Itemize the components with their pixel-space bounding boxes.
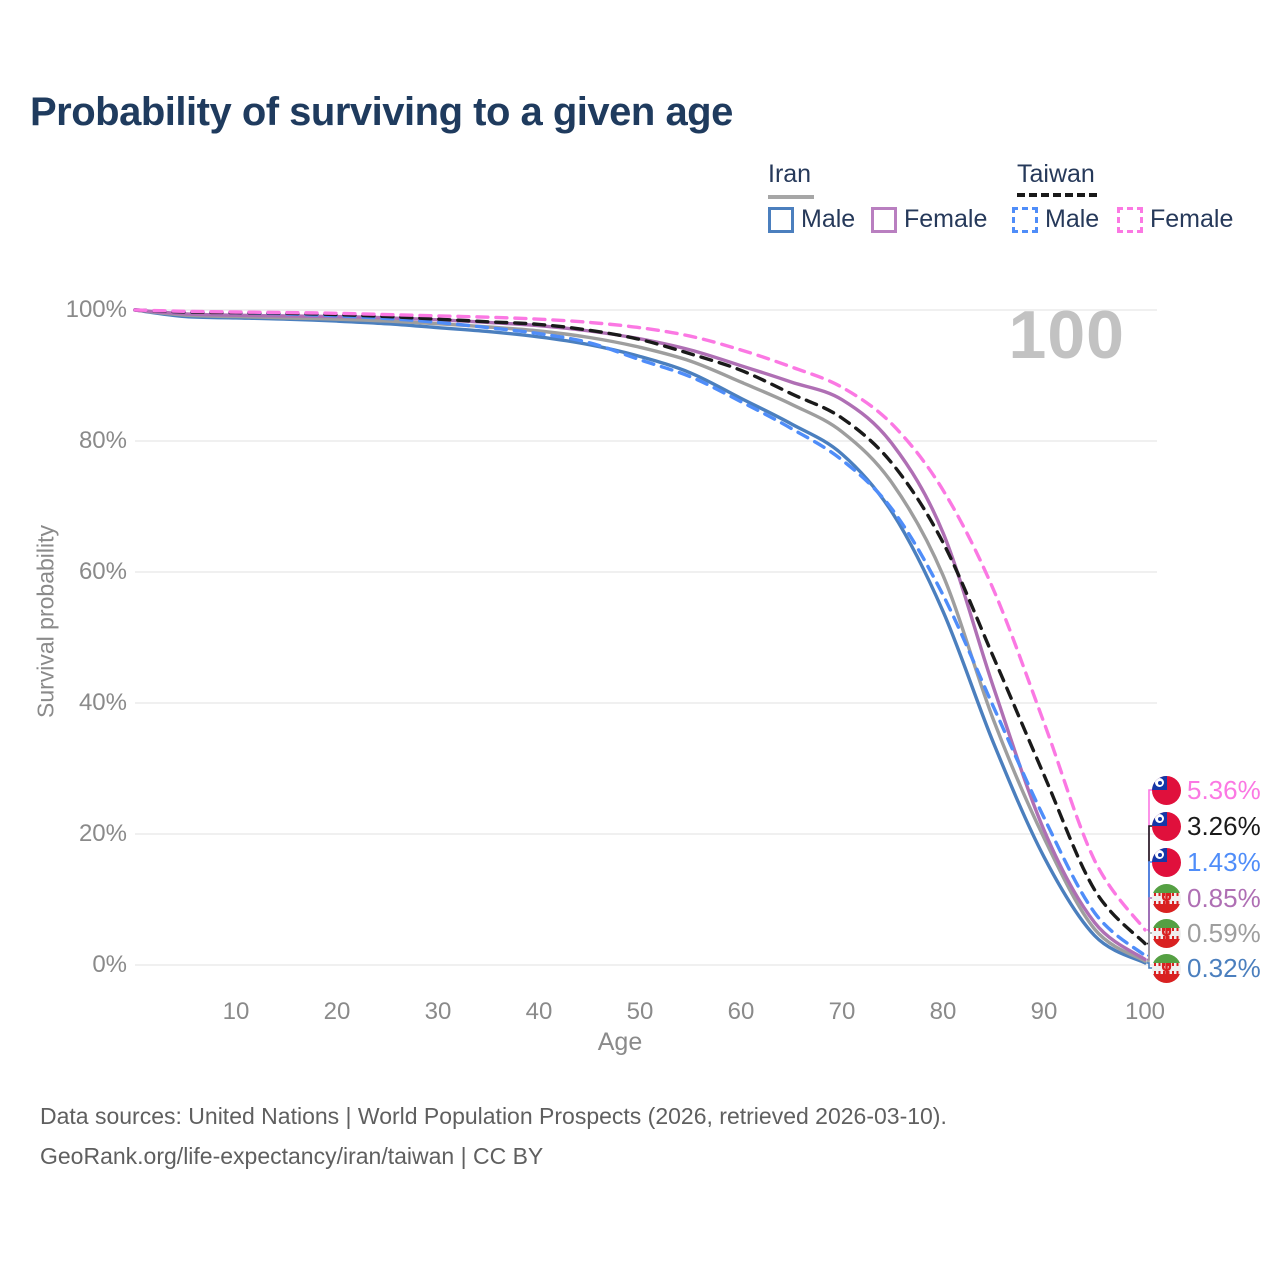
legend-group-iran: Iran: [768, 160, 814, 199]
footer: Data sources: United Nations | World Pop…: [40, 1096, 947, 1176]
legend-country-taiwan: Taiwan: [1017, 160, 1095, 188]
legend-item-taiwan-male[interactable]: Male: [1012, 205, 1099, 234]
x-tick-label: 100: [1124, 998, 1166, 1025]
y-tick-label: 20%: [78, 820, 127, 847]
iran-female-checkbox[interactable]: [871, 206, 897, 233]
end-value-iran-all: 0.59%: [1187, 918, 1261, 948]
iran-flag-icon: [1152, 953, 1181, 983]
y-tick-label: 100%: [65, 296, 127, 323]
end-label-iran-all: 0.59%: [1152, 918, 1261, 948]
legend-country-iran: Iran: [768, 160, 812, 188]
curve-taiwan-male: [133, 308, 1147, 958]
x-tick-label: 60: [727, 998, 755, 1025]
legend-iran-all-line-swatch: [768, 195, 814, 199]
iran-flag-icon: [1152, 883, 1181, 913]
x-tick-label: 90: [1030, 998, 1058, 1025]
taiwan-female-checkbox[interactable]: [1117, 206, 1143, 233]
taiwan-flag-icon: [1152, 775, 1181, 805]
end-value-taiwan-male: 1.43%: [1187, 847, 1261, 877]
end-value-iran-female: 0.85%: [1187, 883, 1261, 913]
end-label-iran-male: 0.32%: [1152, 953, 1261, 983]
legend-taiwan-all-line-swatch: [1017, 193, 1097, 197]
x-tick-label: 30: [424, 998, 452, 1025]
x-tick-label: 80: [929, 998, 957, 1025]
page-title: Probability of surviving to a given age: [30, 90, 733, 134]
footer-attribution: GeoRank.org/life-expectancy/iran/taiwan …: [40, 1143, 544, 1169]
legend-label-taiwan-female: Female: [1150, 205, 1234, 233]
leader-line: [1147, 932, 1153, 962]
x-axis-title: Age: [597, 1028, 643, 1056]
leader-line: [1147, 962, 1153, 969]
y-axis-title: Survival probability: [32, 524, 59, 719]
taiwan-male-checkbox[interactable]: [1012, 206, 1038, 233]
age-counter-watermark: 100: [1008, 297, 1125, 373]
y-tick-label: 0%: [92, 951, 127, 978]
curve-iran-both-sexes: [133, 308, 1147, 963]
curve-taiwan-both-sexes: [133, 308, 1147, 946]
legend-item-iran-male[interactable]: Male: [768, 205, 855, 234]
legend-label-iran-male: Male: [801, 205, 856, 233]
legend-group-taiwan: Taiwan: [1017, 160, 1097, 197]
taiwan-flag-icon: [1152, 811, 1181, 841]
legend-label-iran-female: Female: [904, 205, 988, 233]
curve-taiwan-female: [133, 308, 1147, 932]
legend-item-taiwan-female[interactable]: Female: [1117, 205, 1233, 234]
end-label-taiwan-male: 1.43%: [1152, 847, 1261, 877]
x-tick-label: 50: [626, 998, 654, 1025]
curve-iran-female: [133, 308, 1147, 962]
x-tick-label: 20: [323, 998, 351, 1025]
curve-iran-male: [133, 308, 1147, 965]
legend-item-iran-female[interactable]: Female: [871, 205, 987, 234]
legend-label-taiwan-male: Male: [1045, 205, 1100, 233]
footer-data-sources: Data sources: United Nations | World Pop…: [40, 1103, 947, 1129]
iran-male-checkbox[interactable]: [768, 206, 794, 233]
y-tick-label: 80%: [78, 427, 127, 454]
end-value-taiwan-all: 3.26%: [1187, 811, 1261, 841]
end-label-iran-female: 0.85%: [1152, 883, 1261, 913]
x-tick-label: 10: [222, 998, 250, 1025]
end-label-taiwan-all: 3.26%: [1152, 811, 1261, 841]
y-tick-label: 60%: [78, 558, 127, 585]
y-tick-label: 40%: [78, 689, 127, 716]
x-tick-label: 70: [828, 998, 856, 1025]
iran-flag-icon: [1152, 918, 1181, 948]
end-value-taiwan-female: 5.36%: [1187, 775, 1261, 805]
taiwan-flag-icon: [1152, 847, 1181, 877]
end-value-iran-male: 0.32%: [1187, 953, 1261, 983]
leader-line: [1147, 897, 1153, 961]
end-label-taiwan-female: 5.36%: [1152, 775, 1261, 805]
x-tick-label: 40: [525, 998, 553, 1025]
